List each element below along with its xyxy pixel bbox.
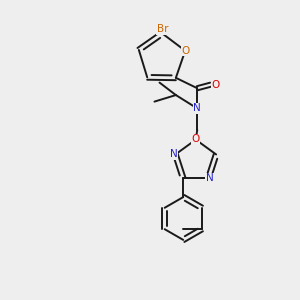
Text: O: O <box>181 46 189 56</box>
Text: O: O <box>212 80 220 90</box>
Text: Br: Br <box>157 24 168 34</box>
Text: N: N <box>170 149 178 159</box>
Text: N: N <box>194 103 201 113</box>
Text: O: O <box>192 134 200 144</box>
Text: N: N <box>206 173 214 183</box>
